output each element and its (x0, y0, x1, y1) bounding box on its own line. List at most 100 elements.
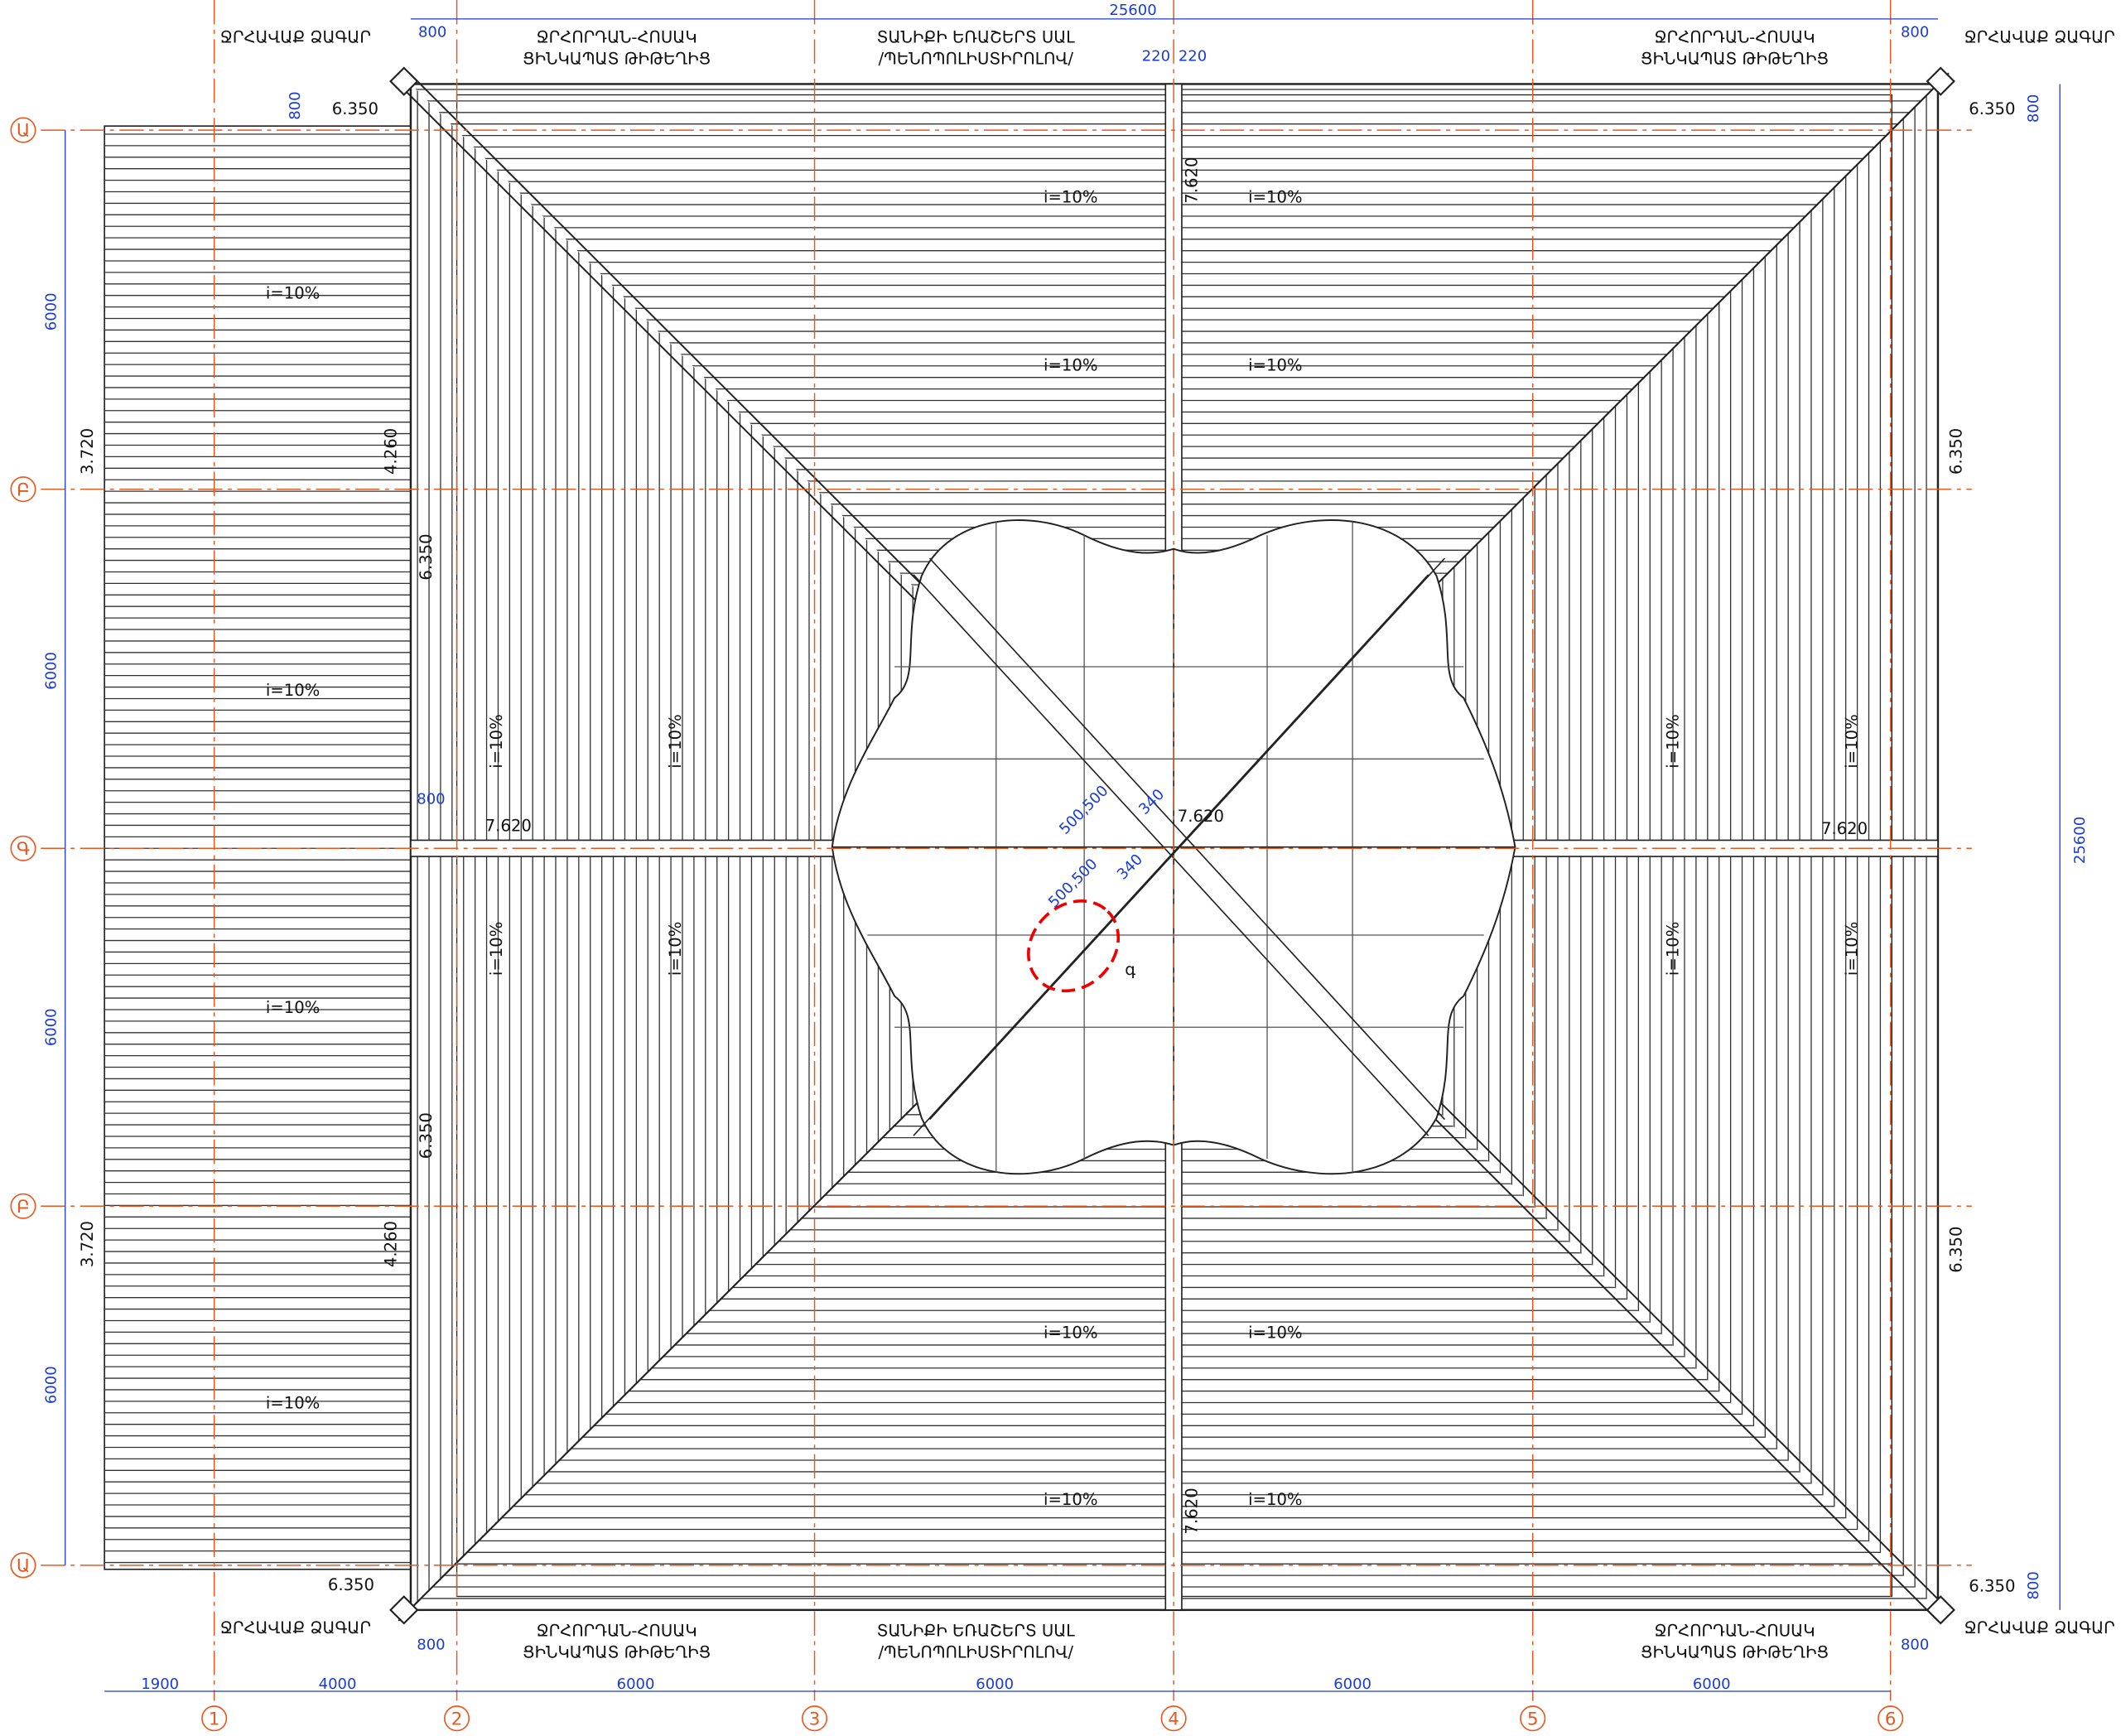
label: i=10% (1044, 1324, 1098, 1343)
label: 7.620 (1183, 1488, 1202, 1534)
axis-label: Ա (17, 121, 30, 142)
funnel (389, 66, 419, 96)
label: 7.620 (1183, 157, 1202, 204)
label: 6000 (1333, 1676, 1371, 1693)
detail-circle (1027, 899, 1121, 993)
label: i=10% (266, 284, 321, 303)
label: 25600 (1109, 2, 1156, 19)
label: ՋՐՀԱՎԱՔ ՁԱԳԱՐ (1964, 27, 2115, 46)
label: 6.350 (332, 99, 378, 118)
label: 6.350 (1969, 1577, 2015, 1596)
axis-bubble (201, 1705, 228, 1732)
label: i=10% (266, 1394, 321, 1413)
label: ՋՐՀՈՐԴԱՆ-ՀՈՍԱԿ (537, 27, 697, 46)
label: ՋՐՀՈՐԴԱՆ-ՀՈՍԱԿ (537, 1622, 697, 1641)
label: 6000 (42, 1008, 60, 1046)
ridge-beam (929, 557, 1445, 1121)
axis-bubble (1878, 1705, 1904, 1732)
label: i=10% (487, 714, 506, 769)
label: /ՊԵՆՈՊՈԼԻՍՏԻՐՈԼՈՎ/ (879, 1643, 1074, 1662)
axis-bubble (10, 117, 36, 143)
label: i=10% (1248, 187, 1303, 206)
label: 800 (417, 1636, 445, 1653)
label: i=10% (1044, 355, 1098, 374)
label: 6.350 (417, 533, 436, 580)
label: ՋՐՀՈՐԴԱՆ-ՀՈՍԱԿ (1654, 1622, 1815, 1641)
label: i=10% (1248, 1324, 1303, 1343)
label: i=10% (1663, 922, 1682, 976)
ridge-beam (913, 574, 1429, 1136)
axis-label: 2 (451, 1709, 463, 1729)
axis-label: 4 (1168, 1709, 1179, 1729)
label: 800 (287, 91, 304, 119)
label: ՏԱՆԻՔԻ ԵՌԱՇԵՐՏ ՍԱԼ (877, 1622, 1076, 1641)
funnel (1926, 66, 1955, 96)
axis-bubble (1520, 1705, 1546, 1732)
label: ՋՐՀԱՎԱՔ ՁԱԳԱՐ (220, 1618, 371, 1637)
label: /ՊԵՆՈՊՈԼԻՍՏԻՐՈԼՈՎ/ (879, 49, 1074, 68)
label: 7.620 (485, 817, 532, 836)
funnel (389, 1595, 419, 1625)
axis-bubble (1160, 1705, 1187, 1732)
axis-bubble (10, 835, 36, 861)
label: ՏԱՆԻՔԻ ԵՌԱՇԵՐՏ ՍԱԼ (877, 27, 1076, 46)
label: 6000 (42, 1366, 60, 1404)
label: 220 (1142, 48, 1170, 65)
funnel (1926, 1595, 1955, 1625)
label: 6.350 (417, 1112, 436, 1159)
label: 6000 (976, 1676, 1014, 1693)
label: i=10% (1842, 922, 1861, 976)
axis-label: Բ (17, 480, 30, 500)
axis-label: 5 (1527, 1709, 1539, 1729)
label: 800 (1901, 1636, 1929, 1653)
label: 1900 (141, 1676, 179, 1693)
axis-label: Գ (17, 839, 30, 860)
drawing (41, 0, 2061, 1701)
label: ՑԻՆԿԱՊԱՏ ԹԻԹԵՂԻՑ (523, 1643, 711, 1662)
axis-bubble (10, 476, 36, 503)
label: i=10% (1044, 187, 1098, 206)
label: 800 (418, 23, 446, 41)
label: i=10% (487, 922, 506, 976)
label: 800 (1901, 23, 1929, 41)
label: 3.720 (78, 1221, 97, 1267)
label: ՋՐՀԱՎԱՔ ՁԱԳԱՐ (1964, 1618, 2115, 1637)
label: 6000 (42, 292, 60, 330)
label: 6000 (1693, 1676, 1731, 1693)
label: 800 (417, 790, 445, 808)
axis-bubble (10, 1193, 36, 1219)
label: 220 (1179, 48, 1207, 65)
label: 7.620 (1178, 807, 1224, 826)
label: 4.260 (382, 428, 401, 475)
label: i=10% (266, 681, 321, 700)
label: ՑԻՆԿԱՊԱՏ ԹԻԹԵՂԻՑ (1641, 1643, 1829, 1662)
label: 6.350 (1946, 1227, 1965, 1273)
label: i=10% (1044, 1490, 1098, 1509)
axis-label: Բ (17, 1197, 30, 1218)
label: ՑԻՆԿԱՊԱՏ ԹԻԹԵՂԻՑ (523, 49, 711, 68)
low-roof-hatching (104, 133, 411, 1564)
axis-label: 3 (809, 1709, 821, 1729)
axis-bubble (444, 1705, 470, 1732)
label: 800 (2025, 1571, 2042, 1599)
axis-label: 1 (209, 1709, 220, 1729)
label: ՑԻՆԿԱՊԱՏ ԹԻԹԵՂԻՑ (1641, 49, 1829, 68)
axis-label: Ա (17, 1555, 30, 1576)
label: 4.260 (382, 1221, 401, 1267)
label: i=10% (666, 922, 685, 976)
label: i=10% (1842, 714, 1861, 769)
label: 6.350 (1946, 428, 1965, 475)
label: ՋՐՀՈՐԴԱՆ-ՀՈՍԱԿ (1654, 27, 1815, 46)
label: 6000 (617, 1676, 655, 1693)
label: i=10% (1248, 1490, 1303, 1509)
label: 6.350 (1969, 99, 2015, 118)
label: 6000 (42, 652, 60, 690)
label: i=10% (666, 714, 685, 769)
axis-label: 6 (1885, 1709, 1897, 1729)
label: ՋՐՀԱՎԱՔ ՁԱԳԱՐ (220, 27, 371, 46)
label: 7.620 (1821, 819, 1868, 838)
label: i=10% (1663, 714, 1682, 769)
label: գ (1125, 960, 1135, 979)
label: 800 (2025, 94, 2042, 123)
